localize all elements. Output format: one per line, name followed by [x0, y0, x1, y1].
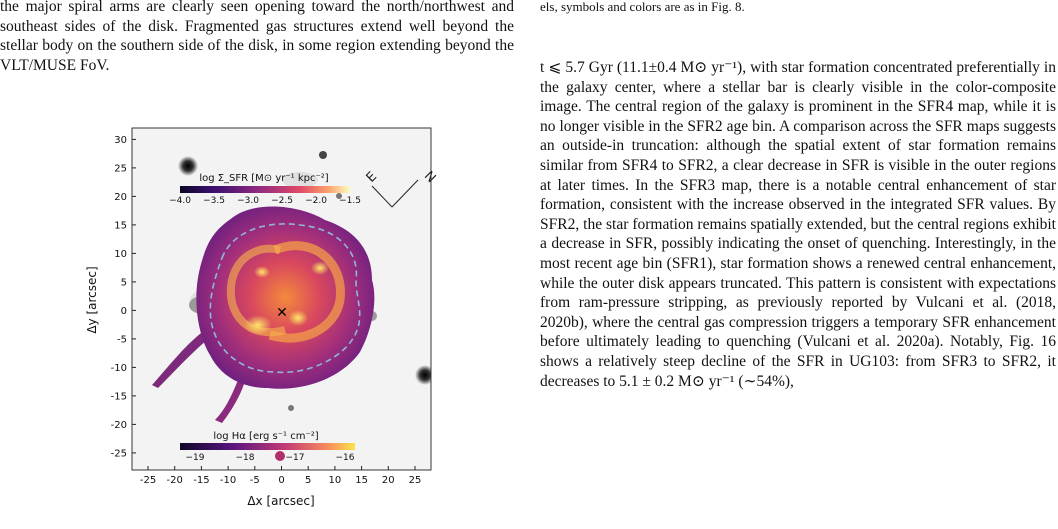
y-axis-label: Δy [arcsec]	[85, 266, 99, 333]
y-tick-label: 10	[114, 249, 127, 260]
spiral-arm	[268, 241, 345, 343]
x-axis-label: Δx [arcsec]	[247, 494, 314, 508]
x-tick-label: 25	[409, 475, 422, 486]
y-tick-label: -5	[117, 334, 127, 345]
center-marker: ✕	[276, 305, 288, 321]
colorbar-tick-label: −2.0	[305, 196, 327, 206]
colorbar-sfr-label: log Σ_SFR [M⊙ yr⁻¹ kpc⁻²]	[199, 173, 328, 184]
x-tick-label: -5	[250, 475, 260, 486]
y-tick-label: 20	[114, 192, 127, 203]
star-source	[336, 193, 342, 199]
star-source	[319, 151, 327, 159]
colorbar-halpha-label: log Hα [erg s⁻¹ cm⁻²]	[213, 431, 318, 442]
colorbar-tick-label: −3.5	[203, 196, 225, 206]
y-tick-label: 25	[114, 163, 127, 174]
y-tick-label: 5	[121, 277, 127, 288]
colorbar-halpha: log Hα [erg s⁻¹ cm⁻²] −19 −18 −17 −16	[180, 431, 355, 463]
star-source	[178, 156, 198, 176]
x-tick-label: 15	[355, 475, 368, 486]
colorbar-halpha-bar	[180, 443, 355, 450]
colorbar-tick-label: −19	[186, 453, 205, 463]
x-tick-label: -25	[140, 475, 156, 486]
image-layer	[152, 151, 431, 461]
left-paragraph: the major spiral arms are clearly seen o…	[0, 0, 514, 74]
gas-tail	[152, 330, 212, 388]
gas-knot	[275, 451, 285, 461]
hot-spot	[254, 266, 270, 278]
colorbar-tick-label: −1.5	[339, 196, 361, 206]
figure-svg: ✕ E N log Σ_SFR [M⊙ yr⁻¹ kpc⁻²] −4.0 −3.5…	[85, 127, 438, 508]
x-tick-label: 10	[329, 475, 342, 486]
colorbar-tick-label: −2.5	[271, 196, 293, 206]
colorbar-tick-label: −4.0	[169, 196, 191, 206]
stellar-contour	[209, 223, 361, 374]
y-tick-label: -15	[111, 391, 127, 402]
colorbar-tick-label: −17	[286, 453, 305, 463]
star-source	[288, 405, 294, 411]
y-tick-label: -10	[111, 363, 127, 374]
right-paragraph: t ⩽ 5.7 Gyr (11.1±0.4 M⊙ yr⁻¹), with sta…	[540, 59, 1056, 390]
colorbar-tick-label: −16	[336, 453, 355, 463]
colorbar-sfr: log Σ_SFR [M⊙ yr⁻¹ kpc⁻²] −4.0 −3.5 −3.0 −2…	[169, 173, 361, 206]
gas-tail	[215, 380, 244, 423]
x-tick-label: 0	[278, 475, 284, 486]
x-tick-label: 20	[382, 475, 395, 486]
star-source	[415, 365, 431, 385]
x-tick-label: -15	[193, 475, 209, 486]
colorbar-sfr-bar	[180, 186, 350, 193]
y-tick-label: 15	[114, 220, 127, 231]
colorbar-tick-label: −3.0	[237, 196, 259, 206]
y-tick-label: 30	[114, 135, 127, 146]
x-tick-label: -10	[220, 475, 236, 486]
caption-tail: els, symbols and colors are as in Fig. 8…	[540, 0, 745, 14]
y-tick-label: -20	[111, 420, 127, 431]
y-axis: 30 25 20 15 10 5 0 -5 -10 -15 -20 -25	[111, 135, 136, 459]
colorbar-tick-label: −18	[236, 453, 255, 463]
disk	[196, 206, 375, 389]
x-tick-label: 5	[305, 475, 311, 486]
x-tick-label: -20	[167, 475, 183, 486]
hot-spot	[311, 261, 329, 275]
figure: ✕ E N log Σ_SFR [M⊙ yr⁻¹ kpc⁻²] −4.0 −3.5…	[0, 0, 530, 524]
hot-spot	[288, 310, 308, 326]
y-tick-label: -25	[111, 448, 127, 459]
hot-spot	[244, 315, 272, 335]
y-tick-label: 0	[121, 306, 127, 317]
x-axis: -25 -20 -15 -10 -5 0 5 10 15 20 25	[140, 466, 422, 486]
